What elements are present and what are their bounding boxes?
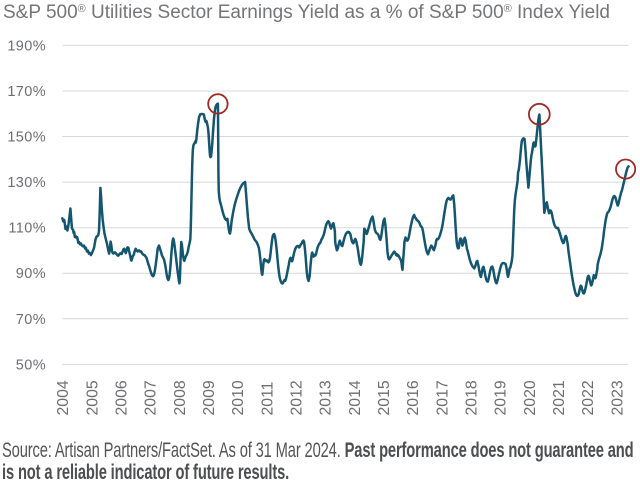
svg-text:2022: 2022	[580, 380, 597, 415]
svg-text:2006: 2006	[113, 380, 130, 415]
svg-text:2023: 2023	[609, 380, 626, 415]
svg-text:2016: 2016	[405, 380, 422, 415]
svg-text:2010: 2010	[230, 380, 247, 415]
svg-text:2007: 2007	[143, 380, 160, 415]
svg-text:50%: 50%	[16, 357, 46, 373]
svg-text:2012: 2012	[289, 380, 306, 415]
svg-text:70%: 70%	[16, 312, 46, 328]
svg-text:2013: 2013	[318, 380, 335, 415]
svg-text:2019: 2019	[493, 380, 510, 415]
svg-text:90%: 90%	[16, 266, 46, 282]
svg-text:2020: 2020	[522, 380, 539, 415]
svg-text:2014: 2014	[347, 380, 364, 415]
svg-text:2018: 2018	[464, 380, 481, 415]
svg-text:190%: 190%	[7, 38, 46, 54]
svg-text:110%: 110%	[8, 221, 46, 237]
svg-text:2017: 2017	[434, 380, 451, 415]
svg-text:130%: 130%	[7, 175, 46, 191]
svg-text:2015: 2015	[376, 380, 393, 415]
svg-text:2009: 2009	[201, 380, 218, 415]
svg-text:150%: 150%	[7, 130, 46, 146]
svg-text:2008: 2008	[172, 380, 189, 415]
svg-text:2005: 2005	[84, 380, 101, 415]
svg-text:170%: 170%	[7, 84, 46, 100]
svg-text:2004: 2004	[55, 380, 72, 415]
svg-text:2021: 2021	[551, 380, 568, 415]
svg-text:2011: 2011	[259, 381, 276, 415]
